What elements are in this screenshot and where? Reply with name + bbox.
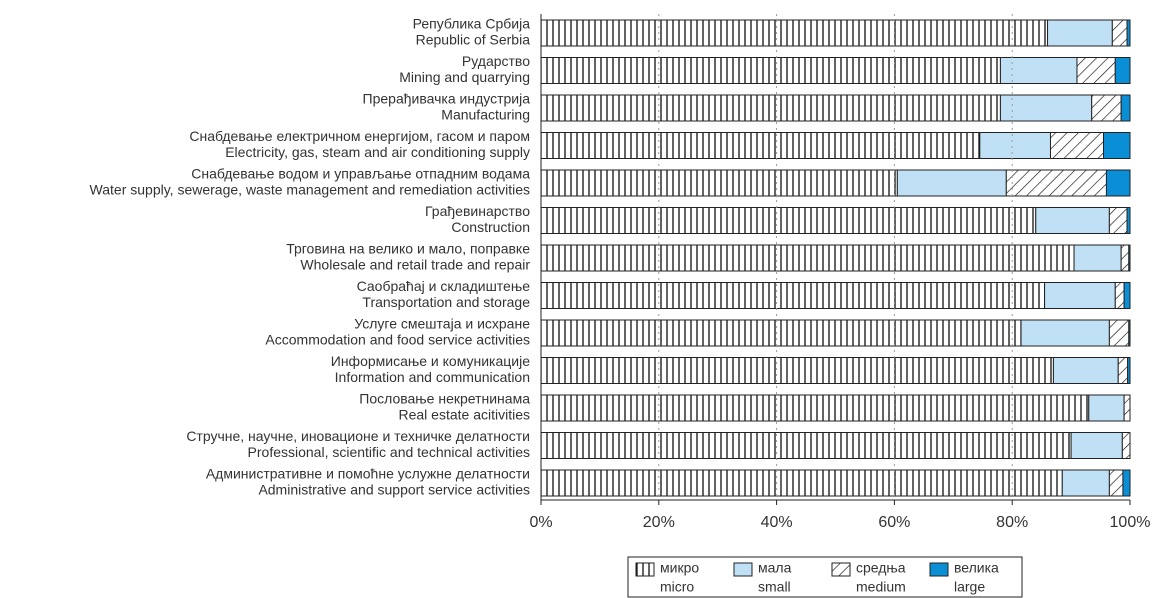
bar-segment (1123, 394, 1131, 422)
bar-segment (540, 394, 1090, 422)
category-label: Саобраћај и складиштење (357, 278, 531, 294)
bar-segment (1088, 394, 1125, 422)
bar-segment (896, 169, 1007, 197)
bar-segment (1123, 282, 1131, 309)
x-tick-label: 40% (761, 514, 793, 531)
x-tick-label: 100% (1110, 514, 1151, 531)
bar-segment (1114, 57, 1131, 84)
bar-segment (1070, 432, 1123, 459)
bar-segment (999, 94, 1093, 122)
bar-segment (1117, 357, 1129, 384)
bar-segment (1111, 19, 1128, 47)
category-label: Република Србија (413, 16, 531, 32)
legend-swatch (635, 562, 655, 577)
bar-segment (1126, 207, 1131, 234)
bar-segment (540, 19, 1049, 47)
bar-segment (540, 207, 1037, 234)
category-label: Рударство (462, 53, 530, 69)
category-label: Mining and quarrying (399, 69, 530, 85)
category-label: Грађевинарство (425, 203, 530, 219)
bar-segment (1020, 319, 1110, 347)
legend-label: large (954, 579, 985, 595)
x-tick-label: 60% (878, 514, 910, 531)
x-tick-label: 20% (643, 514, 675, 531)
category-label: Трговина на велико и мало, поправке (286, 241, 530, 257)
category-label: Accommodation and food service activitie… (265, 332, 530, 348)
legend-label: мала (758, 560, 792, 576)
legend-label: small (758, 579, 791, 595)
bar-segment (540, 357, 1054, 384)
x-tick-label: 80% (996, 514, 1028, 531)
bar-segment (1108, 469, 1124, 497)
bar-segment (540, 244, 1075, 272)
category-label: Electricity, gas, steam and air conditio… (225, 144, 530, 160)
legend-box (627, 556, 1023, 598)
bar-segment (1122, 469, 1131, 497)
bar-segment (1127, 357, 1131, 384)
category-label: Информисање и комуникације (331, 353, 530, 369)
legend-label: micro (660, 579, 694, 595)
bar-segment (1035, 207, 1110, 234)
x-tick-label: 0% (529, 514, 552, 531)
legend-label: микро (660, 560, 699, 576)
bar-segment (1091, 94, 1122, 122)
category-label: Professional, scientific and technical a… (248, 444, 530, 460)
bar-segment (1047, 19, 1113, 47)
category-label: Real estate acitivities (398, 407, 530, 423)
bar-segment (1073, 244, 1122, 272)
bar-segment (1128, 319, 1131, 347)
legend-swatch (929, 562, 949, 577)
bar-segment (999, 57, 1078, 84)
category-label: Снабдевање електричном енергијом, гасом … (189, 128, 530, 144)
legend-label: средња (856, 560, 906, 576)
bar-segment (1005, 169, 1107, 197)
bar-segment (540, 469, 1063, 497)
category-label: Услуге смештаја и исхране (354, 316, 530, 332)
bar-segment (1061, 469, 1110, 497)
category-label: Administrative and support service activ… (258, 482, 530, 498)
bar-segment (1128, 244, 1131, 272)
bar-segment (1126, 19, 1131, 47)
category-label: Стручне, научне, иновационе и техничке д… (186, 428, 530, 444)
bar-segment (1120, 94, 1131, 122)
category-label: Water supply, sewerage, waste management… (90, 182, 530, 198)
category-label: Manufacturing (441, 107, 530, 123)
bar-segment (979, 132, 1051, 159)
bar-segment (1049, 132, 1104, 159)
bar-segment (1108, 319, 1130, 347)
bar-segment (1120, 244, 1130, 272)
category-label: Снабдевање водом и управљање отпадним во… (191, 166, 530, 182)
bar-segment (1076, 57, 1116, 84)
category-label: Пословање некретнинама (359, 391, 530, 407)
bar-segment (540, 169, 898, 197)
bar-segment (1114, 282, 1125, 309)
legend-label: велика (954, 560, 999, 576)
category-label: Information and communication (335, 369, 530, 385)
bar-segment (540, 57, 1001, 84)
bar-segment (540, 132, 981, 159)
bar-segment (1105, 169, 1131, 197)
category-label: Transportation and storage (362, 294, 530, 310)
category-label: Construction (451, 219, 530, 235)
legend: микро micro мала small средња medium велика lar… (627, 556, 1023, 598)
legend-swatch (831, 562, 851, 577)
bar-segment (1108, 207, 1128, 234)
bar-segment (1121, 432, 1131, 459)
bar-segment (1044, 282, 1116, 309)
bar-segment (540, 94, 1001, 122)
category-label: Wholesale and retail trade and repair (300, 257, 530, 273)
bar-segment (540, 319, 1022, 347)
bar-segment (540, 282, 1046, 309)
category-label: Republic of Serbia (416, 32, 531, 48)
legend-label: medium (856, 579, 906, 595)
bar-segment (1102, 132, 1131, 159)
category-label: Административне и помоћне услужне делатн… (206, 466, 530, 482)
bar-segment (1052, 357, 1119, 384)
legend-swatch (733, 562, 753, 577)
category-label: Прерађивачка индустрија (363, 91, 531, 107)
bar-segment (540, 432, 1072, 459)
